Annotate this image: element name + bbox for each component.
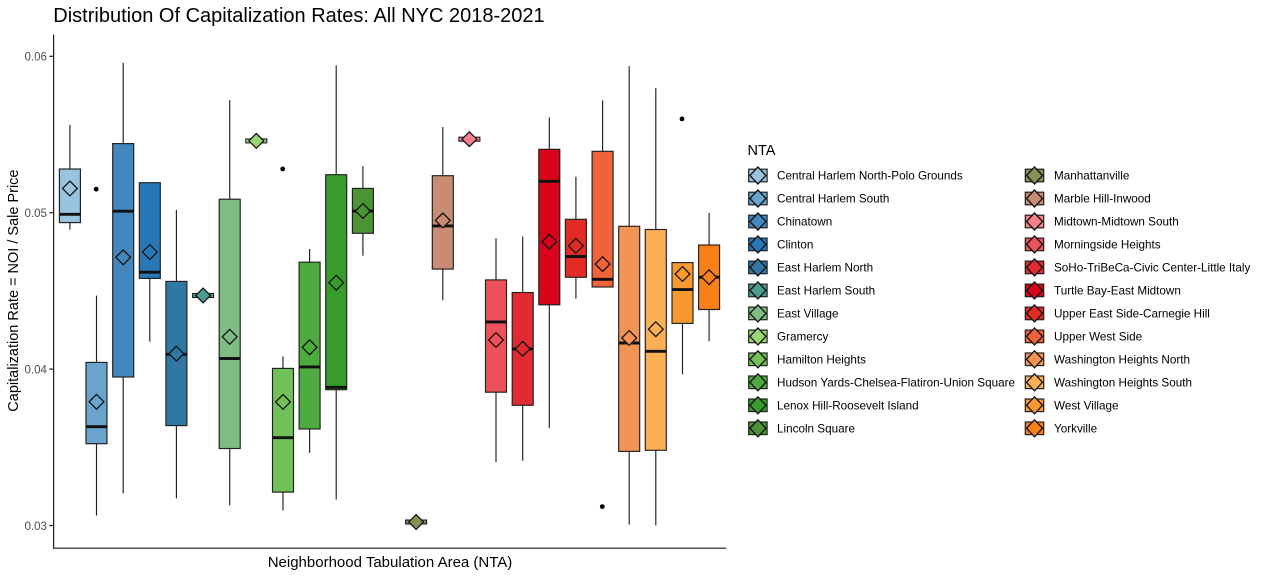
- svg-text:NTA: NTA: [748, 143, 776, 159]
- svg-text:0.03: 0.03: [25, 521, 47, 533]
- svg-text:Central Harlem South: Central Harlem South: [777, 193, 889, 206]
- svg-text:Washington Heights North: Washington Heights North: [1054, 354, 1190, 367]
- svg-text:Capitalization Rate = NOI / Sa: Capitalization Rate = NOI / Sale Price: [6, 170, 22, 412]
- svg-text:Neighborhood Tabulation Area (: Neighborhood Tabulation Area (NTA): [268, 554, 513, 571]
- svg-text:0.05: 0.05: [25, 208, 47, 220]
- svg-text:Washington Heights South: Washington Heights South: [1054, 377, 1192, 390]
- svg-text:Lenox Hill-Roosevelt Island: Lenox Hill-Roosevelt Island: [777, 400, 919, 413]
- svg-text:Clinton: Clinton: [777, 239, 813, 252]
- svg-text:Marble Hill-Inwood: Marble Hill-Inwood: [1054, 193, 1151, 206]
- svg-text:0.04: 0.04: [25, 364, 48, 376]
- svg-text:Lincoln Square: Lincoln Square: [777, 423, 855, 436]
- svg-text:Yorkville: Yorkville: [1054, 423, 1097, 436]
- svg-text:Chinatown: Chinatown: [777, 216, 832, 229]
- svg-text:0.06: 0.06: [25, 52, 47, 64]
- svg-text:West Village: West Village: [1054, 400, 1119, 413]
- svg-text:Morningside Heights: Morningside Heights: [1054, 239, 1161, 252]
- svg-text:Turtle Bay-East Midtown: Turtle Bay-East Midtown: [1054, 285, 1181, 298]
- svg-text:Gramercy: Gramercy: [777, 331, 828, 344]
- svg-text:Hudson Yards-Chelsea-Flatiron-: Hudson Yards-Chelsea-Flatiron-Union Squa…: [777, 377, 1015, 390]
- svg-text:SoHo-TriBeCa-Civic Center-Litt: SoHo-TriBeCa-Civic Center-Little Italy: [1054, 262, 1251, 275]
- svg-text:East Harlem South: East Harlem South: [777, 285, 875, 298]
- svg-text:East Village: East Village: [777, 308, 839, 321]
- svg-text:East Harlem North: East Harlem North: [777, 262, 873, 275]
- svg-text:Hamilton Heights: Hamilton Heights: [777, 354, 866, 367]
- svg-text:Midtown-Midtown South: Midtown-Midtown South: [1054, 216, 1179, 229]
- svg-text:Distribution Of Capitalization: Distribution Of Capitalization Rates: Al…: [53, 5, 544, 27]
- svg-text:Manhattanville: Manhattanville: [1054, 170, 1129, 183]
- svg-text:Central Harlem North-Polo Grou: Central Harlem North-Polo Grounds: [777, 170, 963, 183]
- svg-text:Upper East Side-Carnegie Hill: Upper East Side-Carnegie Hill: [1054, 308, 1210, 321]
- svg-text:Upper West Side: Upper West Side: [1054, 331, 1142, 344]
